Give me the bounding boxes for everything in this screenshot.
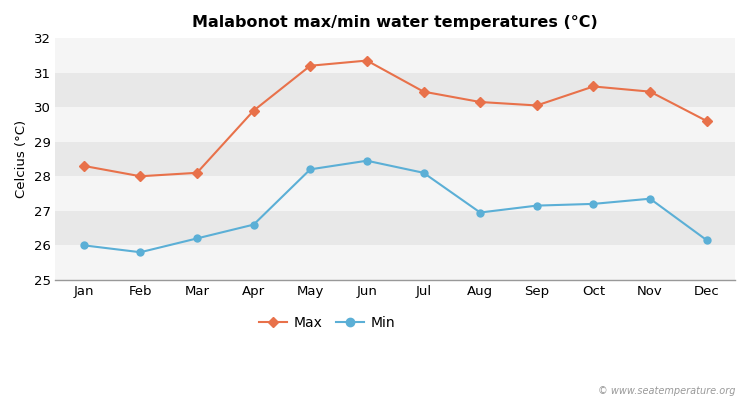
Bar — [56, 211, 735, 245]
Y-axis label: Celcius (°C): Celcius (°C) — [15, 120, 28, 198]
Bar — [56, 142, 735, 176]
Bar — [56, 38, 735, 73]
Bar — [56, 107, 735, 142]
Bar — [56, 245, 735, 280]
Bar — [56, 73, 735, 107]
Bar — [56, 176, 735, 211]
Title: Malabonot max/min water temperatures (°C): Malabonot max/min water temperatures (°C… — [192, 15, 598, 30]
Legend: Max, Min: Max, Min — [254, 311, 401, 336]
Text: © www.seatemperature.org: © www.seatemperature.org — [598, 386, 735, 396]
